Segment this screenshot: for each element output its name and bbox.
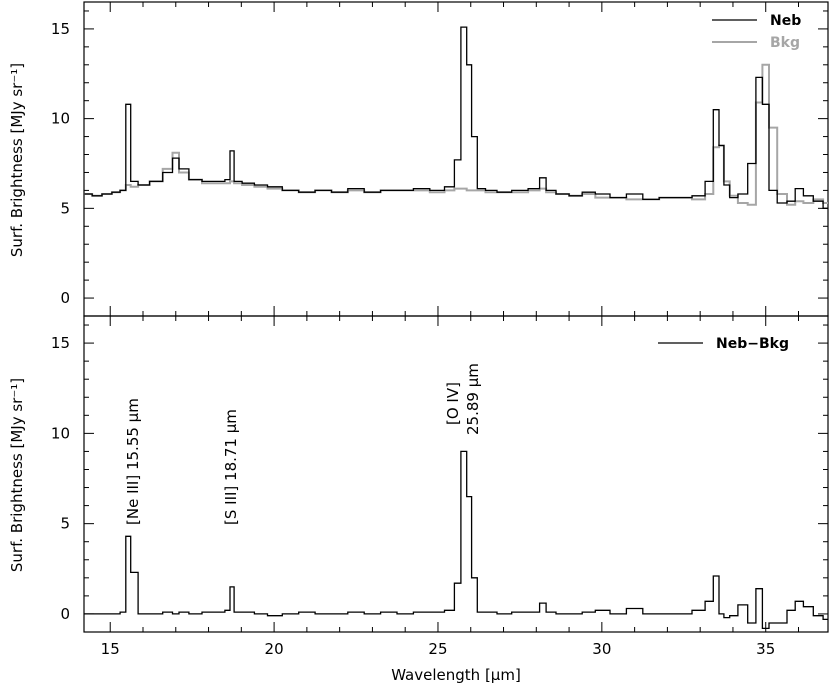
top-ticks: 0 5 10 15 xyxy=(51,2,828,317)
top-panel: 0 5 10 15 Surf. Brightness [MJy sr⁻¹] Neb B… xyxy=(8,1,829,317)
top-plot-frame xyxy=(83,1,829,317)
line-annotations: [Ne III] 15.55 μm [S III] 18.71 μm [O IV… xyxy=(124,363,482,525)
x-tick-label: 20 xyxy=(265,640,284,658)
legend-neb-label: Neb xyxy=(770,13,801,29)
top-series-bkg xyxy=(84,63,828,206)
bottom-y-axis-label: Surf. Brightness [MJy sr⁻¹] xyxy=(8,378,26,572)
bottom-legend: Neb−Bkg xyxy=(658,336,789,352)
legend-bkg-label: Bkg xyxy=(770,35,800,51)
bottom-y-tick-label: 15 xyxy=(51,334,70,352)
x-tick-label: 35 xyxy=(756,640,775,658)
x-tick-label: 15 xyxy=(101,640,120,658)
top-series-layer xyxy=(84,26,828,209)
bottom-ticks: 15 20 25 30 35 0 5 10 15 xyxy=(51,316,828,658)
x-axis-label: Wavelength [μm] xyxy=(391,666,521,684)
top-legend: Neb Bkg xyxy=(712,13,801,51)
top-y-tick-label: 5 xyxy=(60,199,70,217)
top-y-tick-label: 10 xyxy=(51,110,70,128)
bottom-plot-frame xyxy=(83,315,829,633)
annotation-o-iv: [O IV] xyxy=(444,382,462,425)
annotation-s-iii: [S III] 18.71 μm xyxy=(222,409,240,525)
bottom-y-tick-label: 0 xyxy=(60,605,70,623)
top-y-tick-label: 15 xyxy=(51,20,70,38)
bottom-y-tick-label: 10 xyxy=(51,424,70,442)
bottom-y-tick-label: 5 xyxy=(60,515,70,533)
annotation-ne-iii: [Ne III] 15.55 μm xyxy=(124,398,142,525)
top-y-axis-label: Surf. Brightness [MJy sr⁻¹] xyxy=(8,63,26,257)
bottom-panel: 15 20 25 30 35 0 5 10 15 Surf. Brightness [MJy s… xyxy=(8,315,829,684)
annotation-o-iv-wavelength: 25.89 μm xyxy=(464,363,482,435)
bottom-series-neb-bkg xyxy=(84,450,828,630)
x-tick-label: 30 xyxy=(592,640,611,658)
top-y-tick-label: 0 xyxy=(60,289,70,307)
bottom-series-layer xyxy=(84,450,828,630)
legend-neb-bkg-label: Neb−Bkg xyxy=(716,336,789,352)
top-series-neb xyxy=(84,26,828,209)
x-tick-label: 25 xyxy=(428,640,447,658)
